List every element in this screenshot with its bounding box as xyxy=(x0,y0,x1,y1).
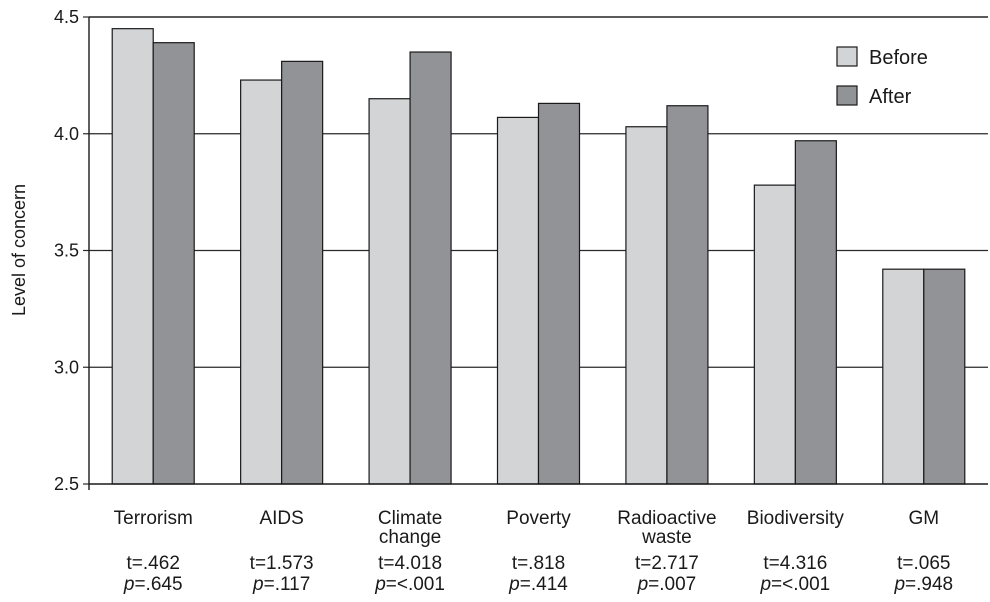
x-category-label: AIDS xyxy=(259,508,303,529)
p-value-label: p=.007 xyxy=(637,574,697,595)
x-category-label: waste xyxy=(641,527,692,548)
bar-before-4 xyxy=(496,116,540,485)
p-value-label: p=.117 xyxy=(252,574,310,595)
bar-before-1 xyxy=(111,28,154,485)
legend-swatch-after xyxy=(836,85,858,106)
y-tick-labels: 2.5 3.0 3.5 4.0 4.5 xyxy=(54,7,79,494)
y-axis-label: Level of concern xyxy=(9,184,29,316)
t-stat-label: t=2.717 xyxy=(635,553,699,574)
bars xyxy=(111,28,966,485)
legend: Before After xyxy=(836,46,928,108)
stat-labels: t=.462p=.645t=1.573p=.117t=4.018p=<.001t… xyxy=(123,553,953,595)
t-stat-label: t=.818 xyxy=(512,553,565,574)
x-category-label: Climate xyxy=(378,508,442,529)
bar-after-4 xyxy=(537,102,581,485)
p-value-label: p=.645 xyxy=(123,574,183,595)
bar-after-2 xyxy=(281,60,324,485)
p-value-label: p=<.001 xyxy=(759,574,830,595)
p-value-label: p=<.001 xyxy=(374,574,445,595)
bar-before-3 xyxy=(368,98,411,485)
bar-before-7 xyxy=(882,268,925,485)
y-tick-label: 2.5 xyxy=(54,474,79,494)
t-stat-label: t=4.316 xyxy=(763,553,827,574)
p-value-label: p=.948 xyxy=(893,574,953,595)
y-tick-label: 4.5 xyxy=(54,7,79,27)
bar-after-7 xyxy=(923,268,966,485)
bar-before-2 xyxy=(240,79,283,485)
bar-after-6 xyxy=(794,140,837,485)
x-category-label: Radioactive xyxy=(617,508,716,529)
t-stat-label: t=.065 xyxy=(897,553,950,574)
t-stat-label: t=4.018 xyxy=(378,553,442,574)
x-category-label: Terrorism xyxy=(114,508,193,529)
x-category-label: GM xyxy=(908,508,939,529)
bar-after-3 xyxy=(409,51,452,485)
axes xyxy=(83,16,988,490)
x-category-label: Poverty xyxy=(506,508,571,529)
y-tick-label: 3.0 xyxy=(54,357,79,377)
y-tick-label: 3.5 xyxy=(54,241,79,261)
x-category-label: change xyxy=(379,527,441,548)
t-stat-label: t=1.573 xyxy=(250,553,314,574)
x-category-label: Biodiversity xyxy=(747,508,845,529)
bar-before-5 xyxy=(625,126,668,485)
y-tick-label: 4.0 xyxy=(54,124,79,144)
legend-label-after: After xyxy=(869,86,912,108)
t-stat-label: t=.462 xyxy=(127,553,180,574)
bar-after-1 xyxy=(152,42,195,485)
p-value-label: p=.414 xyxy=(508,574,568,595)
legend-label-before: Before xyxy=(869,47,928,69)
legend-swatch-before xyxy=(836,46,858,67)
bar-before-6 xyxy=(753,184,796,485)
bar-after-5 xyxy=(666,105,709,485)
